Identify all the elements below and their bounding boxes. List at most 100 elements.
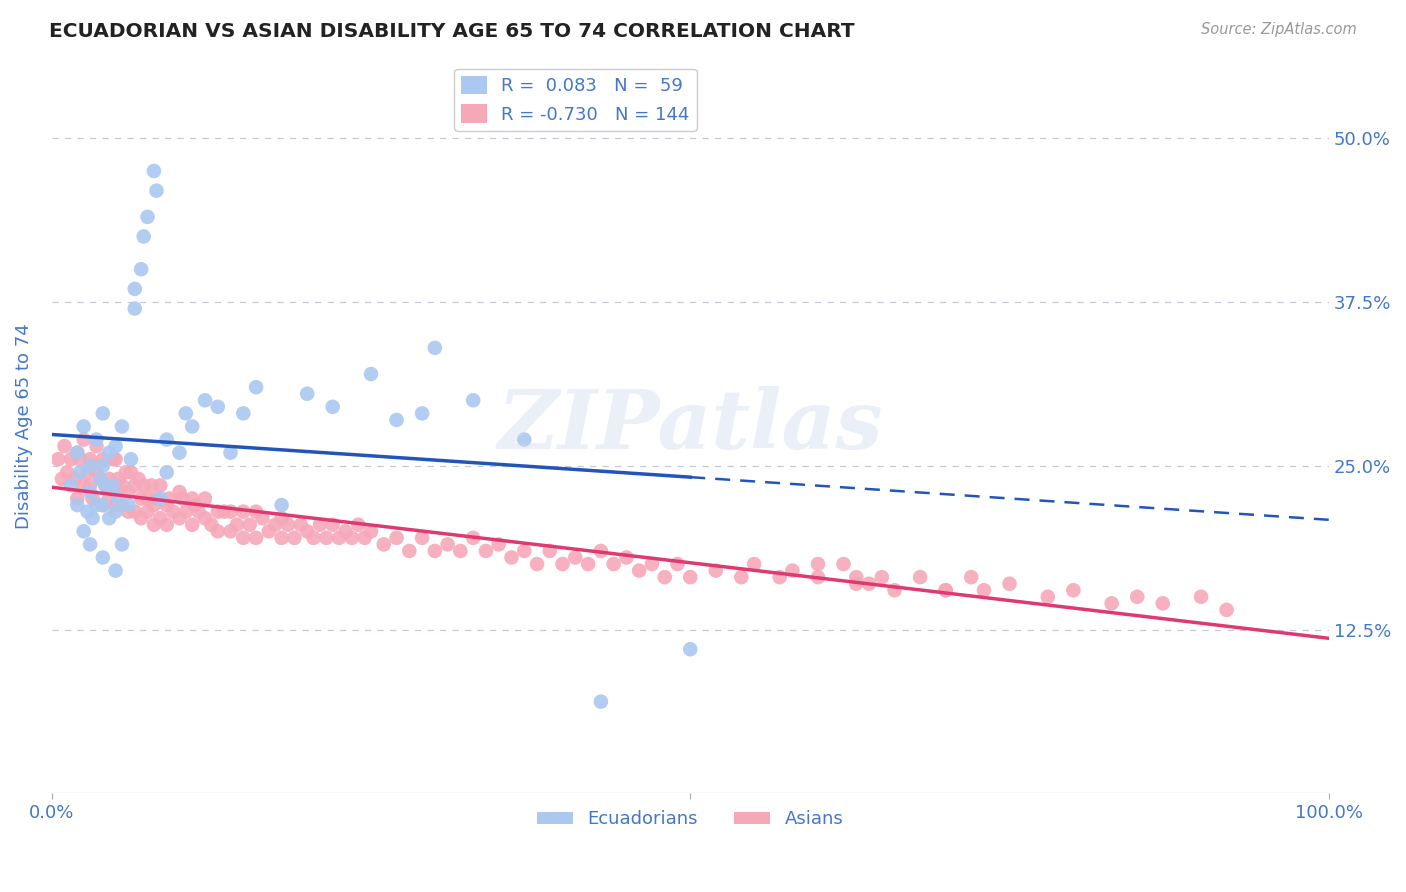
Point — [170, 491, 193, 506]
Point — [86, 433, 108, 447]
Point — [79, 485, 101, 500]
Point — [120, 452, 142, 467]
Point — [82, 511, 104, 525]
Point — [398, 544, 420, 558]
Point — [107, 472, 129, 486]
Point — [551, 557, 574, 571]
Point — [69, 466, 91, 480]
Point — [322, 400, 344, 414]
Point — [641, 557, 664, 571]
Point — [207, 400, 229, 414]
Point — [181, 517, 204, 532]
Point — [91, 550, 114, 565]
Point — [538, 544, 561, 558]
Legend: Ecuadorians, Asians: Ecuadorians, Asians — [530, 803, 851, 836]
Point — [295, 524, 318, 539]
Point — [174, 406, 197, 420]
Point — [245, 531, 267, 545]
Point — [1062, 583, 1084, 598]
Point — [782, 564, 804, 578]
Point — [858, 576, 880, 591]
Point — [1036, 590, 1059, 604]
Point — [226, 517, 249, 532]
Point — [207, 524, 229, 539]
Point — [111, 419, 134, 434]
Point — [73, 419, 96, 434]
Point — [129, 491, 152, 506]
Point — [120, 466, 142, 480]
Point — [91, 458, 114, 473]
Point — [883, 583, 905, 598]
Point — [526, 557, 548, 571]
Point — [124, 478, 146, 492]
Point — [283, 531, 305, 545]
Point — [436, 537, 458, 551]
Point — [111, 478, 134, 492]
Point — [91, 452, 114, 467]
Point — [353, 531, 375, 545]
Point — [157, 491, 180, 506]
Point — [111, 498, 134, 512]
Point — [616, 550, 638, 565]
Point — [270, 511, 292, 525]
Point — [488, 537, 510, 551]
Point — [589, 695, 612, 709]
Point — [132, 478, 155, 492]
Point — [46, 452, 69, 467]
Point — [264, 517, 287, 532]
Point — [589, 544, 612, 558]
Point — [463, 393, 485, 408]
Point — [82, 491, 104, 506]
Point — [91, 406, 114, 420]
Point — [704, 564, 727, 578]
Point — [576, 557, 599, 571]
Point — [270, 531, 292, 545]
Point — [66, 445, 89, 459]
Point — [104, 498, 127, 512]
Text: Source: ZipAtlas.com: Source: ZipAtlas.com — [1201, 22, 1357, 37]
Point — [501, 550, 523, 565]
Point — [1152, 596, 1174, 610]
Point — [79, 478, 101, 492]
Point — [128, 472, 150, 486]
Point — [107, 491, 129, 506]
Point — [114, 466, 136, 480]
Point — [1101, 596, 1123, 610]
Point — [832, 557, 855, 571]
Point — [89, 472, 111, 486]
Point — [328, 531, 350, 545]
Point — [411, 531, 433, 545]
Point — [1215, 603, 1237, 617]
Point — [104, 439, 127, 453]
Point — [513, 433, 536, 447]
Point — [73, 478, 96, 492]
Point — [169, 511, 191, 525]
Point — [104, 452, 127, 467]
Point — [104, 564, 127, 578]
Point — [98, 472, 121, 486]
Point — [315, 531, 337, 545]
Point — [295, 386, 318, 401]
Point — [742, 557, 765, 571]
Point — [86, 498, 108, 512]
Point — [219, 445, 242, 459]
Point — [845, 570, 868, 584]
Point — [149, 491, 172, 506]
Point — [91, 498, 114, 512]
Point — [245, 505, 267, 519]
Point — [219, 524, 242, 539]
Point — [628, 564, 651, 578]
Point — [94, 478, 117, 492]
Point — [91, 498, 114, 512]
Point — [602, 557, 624, 571]
Point — [411, 406, 433, 420]
Point — [184, 498, 207, 512]
Point — [194, 491, 217, 506]
Text: ECUADORIAN VS ASIAN DISABILITY AGE 65 TO 74 CORRELATION CHART: ECUADORIAN VS ASIAN DISABILITY AGE 65 TO… — [49, 22, 855, 41]
Point — [666, 557, 689, 571]
Point — [73, 524, 96, 539]
Point — [322, 517, 344, 532]
Point — [156, 517, 179, 532]
Point — [63, 472, 86, 486]
Point — [142, 498, 165, 512]
